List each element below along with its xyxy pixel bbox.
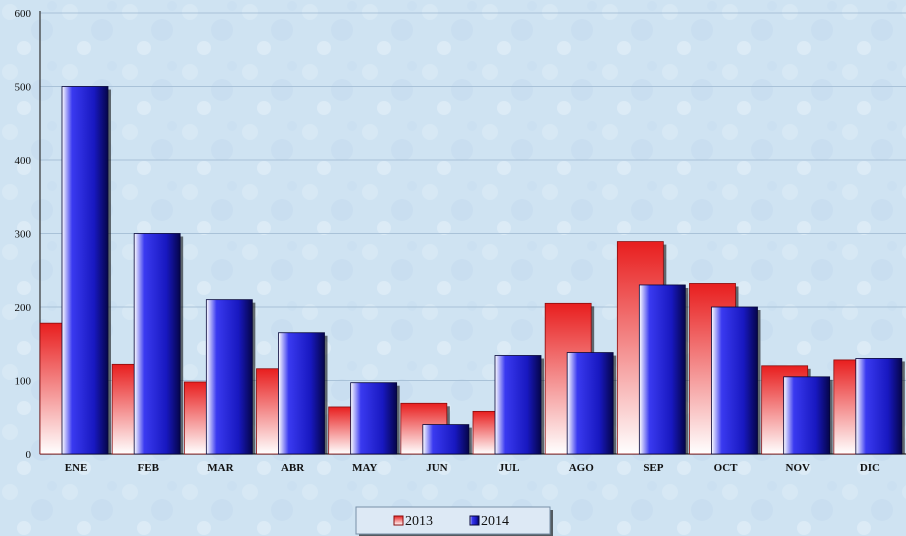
legend-swatch-2013 (393, 515, 404, 526)
bar-2014-JUL (494, 355, 542, 455)
bar-2014-DIC (855, 358, 903, 455)
x-tick-label: ABR (281, 462, 305, 474)
bar-2014-ABR (278, 332, 325, 455)
x-tick-label: JUL (499, 462, 520, 474)
x-tick-label: NOV (786, 462, 811, 474)
bar-2014-AGO (566, 352, 614, 455)
axis-labels: 0 100 200 300 400 500 600 ENE FEB MAR ABR MAY JUN JUL… (15, 8, 881, 474)
bar-2014-ENE (61, 86, 109, 455)
bar-2014-OCT (711, 306, 758, 455)
bar-2014-JUN (422, 424, 470, 455)
legend: 2013 2014 (355, 506, 553, 536)
bar-2014-MAR (205, 299, 253, 455)
x-tick-label: MAR (207, 462, 234, 474)
y-tick-label: 300 (15, 229, 32, 241)
bar-2014-FEB (133, 233, 181, 455)
x-tick-label: JUN (426, 462, 447, 474)
legend-swatch-2014 (469, 515, 480, 526)
x-tick-label: FEB (138, 462, 160, 474)
legend-label-2014: 2014 (481, 514, 509, 529)
y-tick-label: 400 (15, 155, 32, 167)
bar-2014-NOV (783, 376, 831, 455)
bars (39, 86, 905, 455)
x-tick-label: SEP (643, 462, 663, 474)
x-tick-label: OCT (714, 462, 739, 474)
y-tick-label: 200 (15, 302, 32, 314)
y-tick-label: 600 (15, 8, 32, 20)
gridlines (40, 12, 906, 381)
x-tick-label: ENE (65, 462, 88, 474)
bar-2014-MAY (350, 382, 398, 455)
y-tick-label: 0 (26, 449, 32, 461)
y-tick-label: 100 (15, 376, 32, 388)
x-tick-label: MAY (352, 462, 377, 474)
legend-box (355, 506, 551, 535)
y-tick-label: 500 (15, 82, 32, 94)
legend-label-2013: 2013 (405, 514, 433, 529)
x-tick-label: DIC (860, 462, 880, 474)
x-tick-label: AGO (569, 462, 595, 474)
bar-2014-SEP (638, 284, 686, 455)
